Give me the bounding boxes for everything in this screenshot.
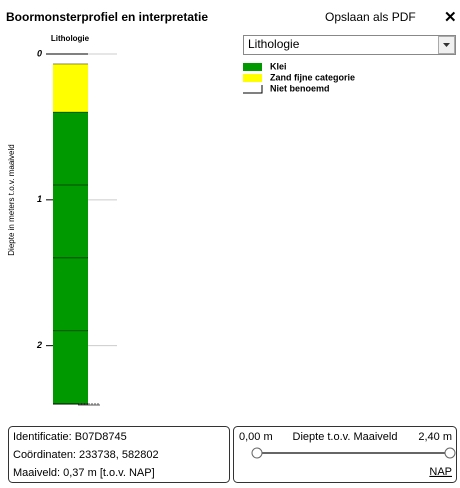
legend-label: Klei — [270, 61, 287, 71]
y-tick-label: 2 — [36, 340, 42, 350]
profile: 0 1 2 — [36, 48, 117, 405]
layer — [53, 331, 88, 404]
slider-handle[interactable] — [251, 447, 263, 459]
y-tick-label: 1 — [37, 194, 42, 204]
y-tick-label: 0 — [37, 48, 42, 58]
depth-min: 0,00 m — [239, 431, 273, 443]
dropdown-value: Lithologie — [248, 37, 300, 51]
dropdown[interactable]: Lithologie — [243, 35, 456, 55]
legend-swatch — [243, 63, 262, 71]
axis-label: Diepte in meters t.o.v. maaiveld — [7, 144, 16, 255]
nap-link[interactable]: NAP — [429, 466, 452, 478]
layer — [53, 54, 88, 65]
legend-label: Zand fijne categorie — [270, 72, 355, 82]
layer — [53, 258, 88, 332]
depth-max: 2,40 m — [418, 431, 452, 443]
info-box: Identificatie: B07D8745 Coördinaten: 233… — [8, 426, 230, 483]
export-pdf[interactable]: Opslaan als PDF — [325, 10, 416, 24]
close-button[interactable]: ✕ — [444, 9, 457, 26]
legend-swatch — [243, 85, 263, 94]
legend-label: Niet benoemd — [270, 83, 330, 93]
hatch — [78, 403, 100, 406]
info-line: Maaiveld: 0,37 m [t.o.v. NAP] — [13, 467, 155, 479]
slider-handle[interactable] — [444, 447, 456, 459]
panel-title: Boormonsterprofiel en interpretatie — [6, 10, 208, 24]
info-line: Coördinaten: 233738, 582802 — [13, 449, 159, 461]
layer — [53, 112, 88, 186]
depth-control: 0,00 m Diepte t.o.v. Maaiveld 2,40 m NAP — [233, 426, 457, 483]
info-line: Identificatie: B07D8745 — [13, 431, 127, 443]
depth-title: Diepte t.o.v. Maaiveld — [293, 431, 398, 443]
layer — [53, 64, 88, 113]
column-title: Lithologie — [51, 34, 90, 43]
layer — [53, 185, 88, 259]
legend-swatch — [243, 74, 262, 82]
